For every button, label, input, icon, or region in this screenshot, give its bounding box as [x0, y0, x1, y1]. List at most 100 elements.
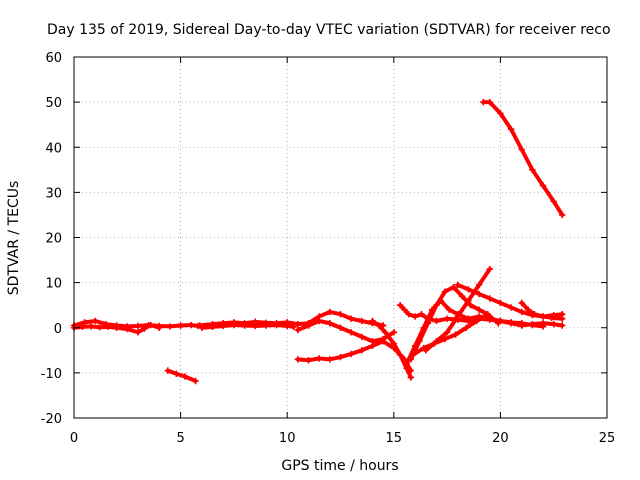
data-point — [446, 306, 453, 313]
data-point — [486, 295, 493, 302]
plot-frame — [73, 56, 608, 419]
data-point — [337, 353, 344, 361]
data-series-track-8 — [369, 317, 415, 381]
data-point — [465, 286, 472, 293]
x-tick-label: 5 — [176, 431, 184, 446]
data-point — [177, 322, 184, 329]
data-point — [422, 347, 429, 354]
data-point — [358, 347, 366, 354]
data-point — [411, 313, 419, 320]
data-point — [454, 313, 461, 320]
data-point — [407, 374, 415, 381]
y-tick-label: 10 — [45, 277, 62, 292]
y-tick-label: 60 — [45, 51, 62, 66]
data-point — [416, 338, 423, 345]
data-point — [441, 288, 449, 295]
data-point — [407, 356, 415, 363]
data-point — [403, 360, 410, 368]
data-point — [409, 351, 417, 359]
data-point — [443, 315, 451, 322]
x-tick-label: 25 — [599, 431, 616, 446]
data-point — [484, 311, 491, 318]
data-point — [559, 322, 566, 329]
data-point — [198, 324, 206, 331]
data-point — [192, 377, 199, 385]
data-point — [539, 313, 547, 320]
data-point — [262, 322, 270, 329]
data-point — [326, 320, 334, 327]
data-point — [337, 324, 344, 331]
data-point — [181, 373, 189, 380]
data-point — [347, 329, 355, 336]
data-point — [390, 340, 397, 347]
data-point — [134, 329, 142, 336]
data-point — [524, 306, 532, 313]
x-tick-label: 15 — [386, 431, 403, 446]
data-point — [475, 290, 483, 298]
data-point — [475, 281, 483, 289]
data-point — [454, 281, 461, 289]
data-point — [305, 322, 312, 329]
data-point — [347, 315, 355, 322]
data-point — [173, 370, 180, 377]
data-point — [305, 357, 312, 364]
data-point — [450, 283, 457, 291]
data-point — [347, 350, 355, 358]
data-point — [433, 338, 440, 345]
data-point — [113, 324, 120, 331]
data-point — [539, 182, 547, 189]
data-point — [433, 317, 440, 325]
data-point — [241, 322, 248, 329]
x-tick-label: 20 — [492, 431, 509, 446]
data-point — [273, 321, 280, 329]
data-point — [539, 323, 547, 330]
data-point — [358, 333, 366, 340]
data-point — [518, 320, 525, 327]
axis-ticks: 0 5 10 15 20 25 -20 -10 0 10 20 30 40 50 60 — [41, 51, 616, 446]
data-point — [164, 367, 172, 374]
data-point — [465, 315, 472, 322]
data-point — [390, 329, 397, 336]
data-series-track-5 — [198, 321, 297, 331]
x-tick-label: 0 — [70, 431, 78, 446]
data-point — [230, 321, 238, 329]
data-point — [87, 323, 95, 330]
data-point — [134, 322, 142, 330]
data-point — [467, 301, 474, 309]
data-point — [79, 323, 86, 331]
data-point — [473, 317, 481, 325]
data-point — [396, 301, 404, 309]
series-band — [197, 309, 386, 328]
data-point — [480, 98, 487, 106]
data-point — [96, 324, 103, 331]
y-tick-label: 30 — [45, 186, 62, 201]
data-point — [497, 110, 504, 117]
data-point — [443, 329, 451, 336]
data-point — [452, 331, 459, 338]
data-point — [81, 319, 88, 326]
data-point — [141, 325, 148, 332]
data-point — [209, 323, 216, 331]
data-series-track-6 — [294, 317, 397, 345]
data-point — [166, 323, 174, 330]
data-series-track-15 — [480, 98, 566, 219]
series-band — [408, 285, 490, 362]
data-point — [475, 306, 483, 313]
data-point — [531, 311, 538, 318]
data-point — [529, 166, 536, 174]
data-point — [507, 126, 515, 133]
data-series-track-16 — [518, 299, 566, 322]
data-series-track-3 — [164, 367, 199, 385]
series-band — [295, 318, 396, 344]
series-band — [165, 368, 198, 383]
data-point — [220, 322, 227, 330]
grid — [74, 57, 607, 418]
y-tick-label: 0 — [54, 322, 62, 337]
data-point — [284, 322, 291, 330]
data-point — [375, 322, 383, 329]
data-point — [337, 311, 344, 318]
y-tick-label: -10 — [41, 367, 62, 382]
data-point — [550, 320, 557, 328]
x-tick-label: 10 — [279, 431, 296, 446]
